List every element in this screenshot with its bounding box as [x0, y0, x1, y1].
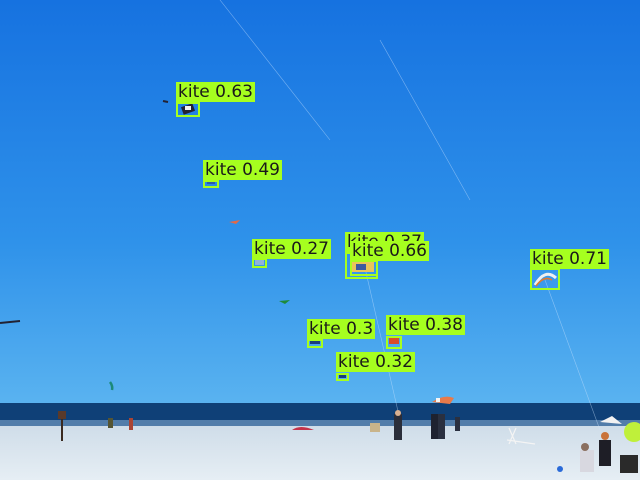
detection-score: 0.27 [291, 239, 329, 259]
detection-label: kite 0.71 [530, 249, 609, 269]
detection-box [203, 180, 219, 188]
detection-label: kite 0.63 [176, 82, 255, 102]
detection-class: kite [254, 239, 286, 259]
detection-label: kite 0.3 [307, 319, 376, 339]
detection-class: kite [388, 315, 420, 335]
kites [0, 100, 558, 404]
detection-box [307, 339, 323, 348]
detection-class: kite [532, 249, 564, 269]
detection-class: kite [205, 160, 237, 180]
detection-score: 0.71 [569, 249, 607, 269]
detection-box [336, 373, 349, 381]
detection-label: kite 0.38 [386, 315, 465, 335]
detection-label: kite 0.32 [336, 352, 415, 372]
detection-box [350, 260, 378, 276]
surf [0, 420, 640, 428]
beach-sand [0, 426, 640, 480]
detection-label: kite 0.27 [252, 239, 331, 259]
detection-class: kite [309, 319, 341, 339]
detection-score: 0.49 [242, 160, 280, 180]
detection-class: kite [338, 352, 370, 372]
detection-box [176, 102, 200, 117]
detection-score: 0.63 [215, 82, 253, 102]
detection-box [386, 336, 402, 349]
detection-box [530, 268, 560, 290]
detection-box [252, 258, 267, 268]
detection-score: 0.38 [425, 315, 463, 335]
detection-class: kite [178, 82, 210, 102]
detection-label: kite 0.66 [350, 241, 429, 261]
detection-label: kite 0.49 [203, 160, 282, 180]
detection-class: kite [352, 241, 384, 261]
detection-score: 0.3 [346, 319, 374, 339]
detection-score: 0.32 [375, 352, 413, 372]
kite-strings [219, 0, 601, 431]
detection-score: 0.66 [389, 241, 427, 261]
beach-people [58, 410, 640, 473]
